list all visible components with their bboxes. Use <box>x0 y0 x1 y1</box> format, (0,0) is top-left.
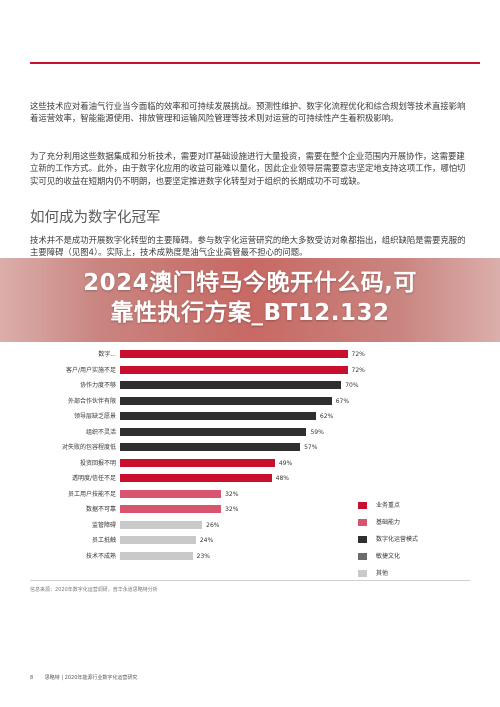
chart-row: 技术不成熟 23% <box>30 550 450 563</box>
bar-category-label: 组织不灵活 <box>85 428 116 436</box>
bar <box>120 443 301 451</box>
bar-category-label: 外部合作伙伴有限 <box>67 397 116 405</box>
bar-value-label: 49% <box>278 459 293 467</box>
legend-swatch <box>358 519 367 526</box>
legend-label: 基础能力 <box>376 519 401 526</box>
bar-value-label: 72% <box>351 351 365 358</box>
bar <box>120 381 342 389</box>
bar-category-label: 领导层缺乏愿景 <box>73 413 116 420</box>
chart-source: 信息来源：2020年数字化运营调研，普华永道思略特分析 <box>30 587 158 593</box>
bar-value-label: 32% <box>225 506 239 513</box>
bar-category-label: 数据不可靠 <box>85 506 116 513</box>
bar <box>120 412 316 420</box>
page-number: 8 <box>30 675 34 681</box>
legend-swatch <box>358 502 367 509</box>
bar-value-label: 32% <box>225 490 239 498</box>
bar <box>120 458 275 467</box>
chart-row: 员工抵触 24% <box>30 534 450 547</box>
bar-value-label: 24% <box>199 537 214 544</box>
bar-value-label: 26% <box>206 521 220 529</box>
bar-category-label: 客户/用户实施不足 <box>65 366 116 374</box>
bar-category-label: 数字... <box>98 351 116 358</box>
bar-category-label: 员工抵触 <box>91 537 116 544</box>
bar <box>120 474 272 482</box>
chart-row: 客户/用户实施不足 72% <box>30 364 450 377</box>
paragraph-barriers: 技术并不是成功开展数字化转型的主要障碍。参与数字化运营研究的绝大多数受访对象都指… <box>30 235 466 258</box>
banner-line-1: 2024澳门特马今晚开什么码,可 <box>83 270 417 296</box>
legend-item: 基础能力 <box>358 517 468 529</box>
bar-value-label: 62% <box>319 413 334 420</box>
paragraph-intro: 这些技术应对着油气行业当今面临的效率和可持续发展挑战。预测性维护、数字化流程优化… <box>30 101 466 124</box>
legend-label: 其他 <box>376 570 389 577</box>
bar <box>120 505 222 513</box>
bar-value-label: 57% <box>304 444 318 451</box>
bar <box>120 350 348 358</box>
legend-swatch <box>358 553 367 560</box>
chart-row: 协作力度不够 70% <box>30 379 450 392</box>
bar-value-label: 70% <box>345 382 359 389</box>
overlay-banner-text: 2024澳门特马今晚开什么码,可 靠性执行方案_BT12.132 <box>0 268 500 328</box>
bar <box>120 427 307 436</box>
chart-row: 组织不灵活 59% <box>30 426 450 439</box>
chart-row: 数据不可靠 32% <box>30 503 450 516</box>
bar <box>120 520 203 529</box>
chart-row: 外部合作伙伴有限 67% <box>30 395 450 408</box>
legend-swatch <box>358 570 367 577</box>
bar-value-label: 72% <box>351 366 365 374</box>
legend-item: 业务重点 <box>358 500 468 512</box>
banner-line-2: 靠性执行方案_BT12.132 <box>110 300 390 326</box>
footer-text: 思略特 | 2020年能源行业数字化运营研究 <box>44 675 138 681</box>
legend-swatch <box>358 536 367 543</box>
legend-item: 其他 <box>358 568 468 580</box>
bar-value-label: 59% <box>310 428 324 436</box>
page-footer: 8 思略特 | 2020年能源行业数字化运营研究 <box>30 674 137 681</box>
chart-row: 投资回报不明 49% <box>30 457 450 470</box>
chart-row: 数字... 72% <box>30 348 450 361</box>
chart-row: 领导层缺乏愿景 62% <box>30 410 450 423</box>
bar-value-label: 67% <box>335 397 350 405</box>
chart-row: 对失败的包容程度低 57% <box>30 441 450 454</box>
bar-category-label: 监管障碍 <box>91 521 116 529</box>
legend-item: 敏捷文化 <box>358 551 468 563</box>
legend-label: 敏捷文化 <box>376 553 401 560</box>
bar-category-label: 对失败的包容程度低 <box>61 444 116 451</box>
paragraph-investment: 为了充分利用这些数据集成和分析技术，需要对IT基础设施进行大量投资，需要在整个企… <box>30 151 466 186</box>
bar-value-label: 23% <box>196 552 211 560</box>
bar-category-label: 协作力度不够 <box>79 382 116 389</box>
legend-label: 业务重点 <box>376 502 401 509</box>
legend-item: 数字化运营模式 <box>358 534 468 546</box>
bar-value-label: 48% <box>275 475 290 482</box>
section-heading: 如何成为数字化冠军 <box>30 210 161 226</box>
bar-category-label: 透明度/信任不足 <box>71 475 116 482</box>
chart-row: 透明度/信任不足 48% <box>30 472 450 485</box>
legend-label: 数字化运营模式 <box>376 536 419 543</box>
overlay-banner <box>0 258 500 342</box>
chart-row: 监管障碍 26% <box>30 519 450 532</box>
bar <box>120 396 332 405</box>
top-accent-rule <box>30 62 480 64</box>
bar <box>120 489 222 498</box>
bar <box>120 551 193 560</box>
bar-category-label: 投资回报不明 <box>79 459 116 467</box>
bar <box>120 365 348 374</box>
bar <box>120 536 196 544</box>
barrier-bar-chart: 数字... 72% 客户/用户实施不足 72% 协作力度不够 70% 外部合作伙伴有限 67%… <box>30 300 490 580</box>
bar-category-label: 技术不成熟 <box>85 552 116 560</box>
chart-divider <box>30 580 470 581</box>
bar-category-label: 员工用户技能不足 <box>67 490 116 498</box>
chart-row: 员工用户技能不足 32% <box>30 488 450 501</box>
